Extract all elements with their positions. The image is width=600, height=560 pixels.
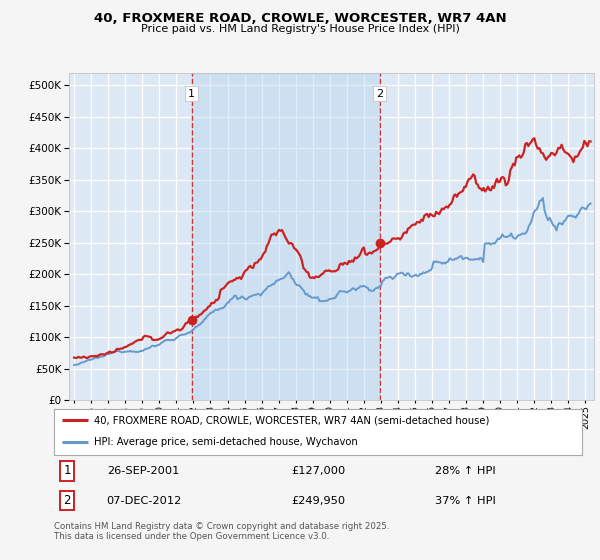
Text: £249,950: £249,950	[291, 496, 345, 506]
Text: Price paid vs. HM Land Registry's House Price Index (HPI): Price paid vs. HM Land Registry's House …	[140, 24, 460, 34]
Text: 2: 2	[64, 494, 71, 507]
Text: 1: 1	[188, 88, 195, 99]
Text: 37% ↑ HPI: 37% ↑ HPI	[436, 496, 496, 506]
Text: 40, FROXMERE ROAD, CROWLE, WORCESTER, WR7 4AN: 40, FROXMERE ROAD, CROWLE, WORCESTER, WR…	[94, 12, 506, 25]
Bar	[192, 73, 380, 400]
Text: 40, FROXMERE ROAD, CROWLE, WORCESTER, WR7 4AN (semi-detached house): 40, FROXMERE ROAD, CROWLE, WORCESTER, WR…	[94, 416, 489, 425]
Text: 2: 2	[376, 88, 383, 99]
Text: 26-SEP-2001: 26-SEP-2001	[107, 466, 180, 476]
Text: HPI: Average price, semi-detached house, Wychavon: HPI: Average price, semi-detached house,…	[94, 437, 358, 447]
Text: £127,000: £127,000	[291, 466, 345, 476]
Text: 1: 1	[64, 464, 71, 478]
Text: Contains HM Land Registry data © Crown copyright and database right 2025.
This d: Contains HM Land Registry data © Crown c…	[54, 522, 389, 542]
Text: 28% ↑ HPI: 28% ↑ HPI	[436, 466, 496, 476]
Text: 07-DEC-2012: 07-DEC-2012	[106, 496, 181, 506]
